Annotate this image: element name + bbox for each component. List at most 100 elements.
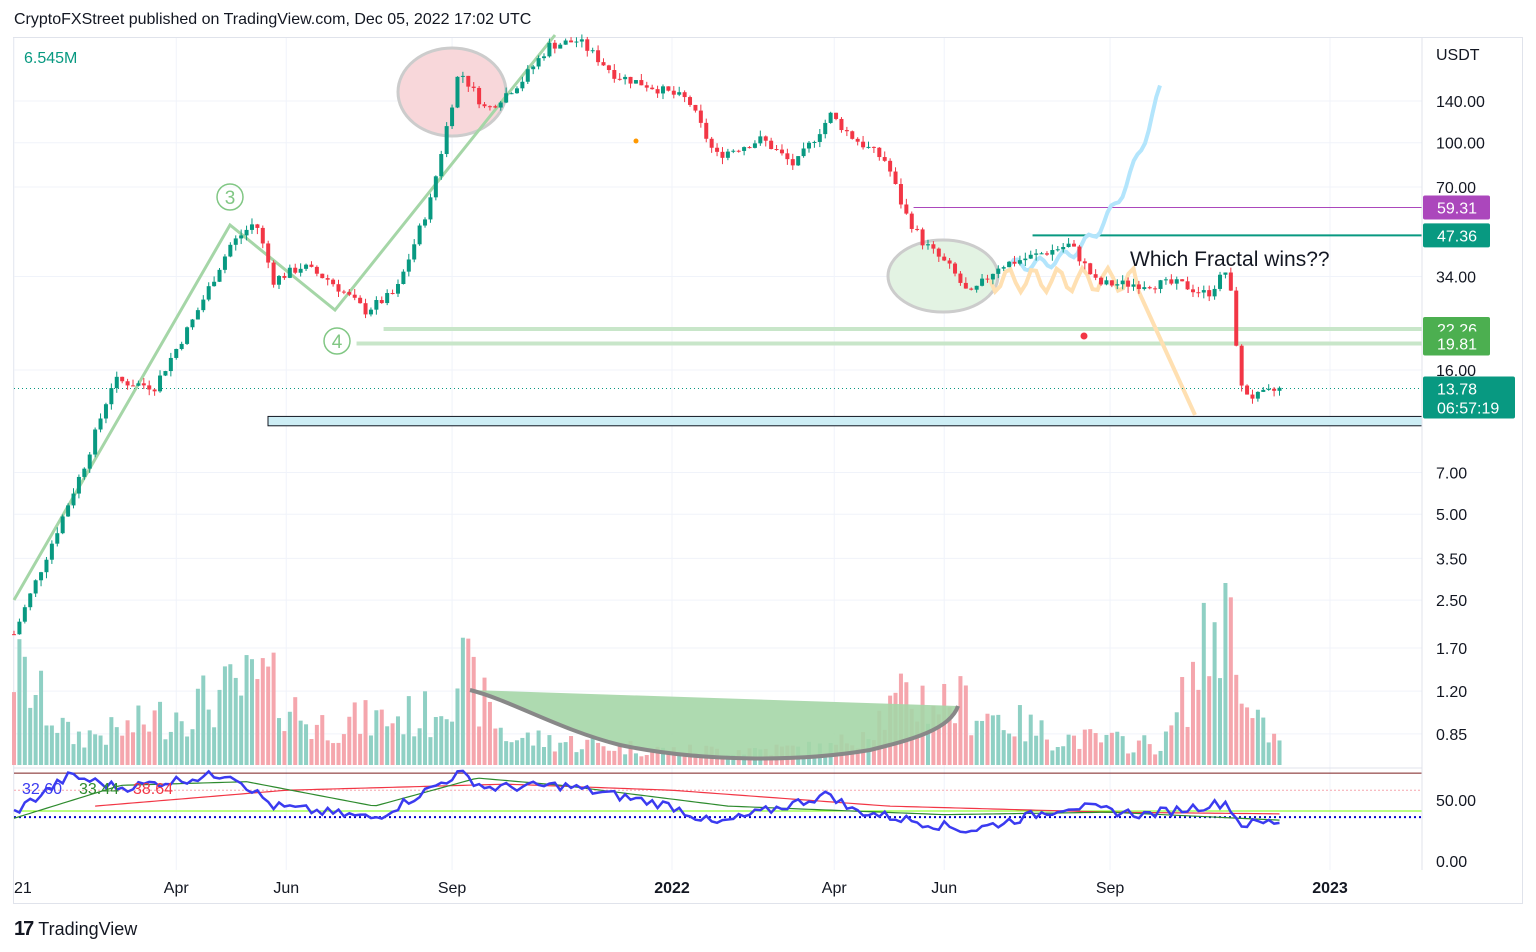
candle xyxy=(212,281,217,287)
candle xyxy=(796,156,801,166)
candle xyxy=(1082,261,1087,264)
volume-bar xyxy=(1044,739,1049,765)
volume-bar xyxy=(682,753,687,765)
volume-bar xyxy=(720,755,725,765)
volume-bar xyxy=(222,666,227,765)
volume-bar xyxy=(1099,742,1104,765)
candle xyxy=(368,309,373,315)
price-label: 47.36 xyxy=(1437,228,1477,245)
rsi-line xyxy=(13,769,1280,834)
candle xyxy=(428,197,433,220)
candle xyxy=(1050,250,1055,255)
candle xyxy=(1120,280,1125,285)
volume-bar xyxy=(82,747,87,765)
candle xyxy=(22,607,27,622)
volume-bar xyxy=(1245,707,1250,765)
candle xyxy=(569,40,574,43)
volume-bar xyxy=(466,638,471,765)
volume-bar xyxy=(212,727,217,765)
candle xyxy=(769,140,774,150)
x-tick-label: 2023 xyxy=(1312,880,1348,897)
candle xyxy=(942,256,947,261)
tradingview-logo-icon: 17 xyxy=(14,918,34,940)
candle xyxy=(720,151,725,158)
volume-bar xyxy=(823,755,828,765)
candle xyxy=(969,288,974,290)
volume-bar xyxy=(953,723,958,765)
volume-bar xyxy=(569,736,574,765)
candle xyxy=(1142,287,1147,290)
candle xyxy=(1255,391,1260,399)
volume-bar xyxy=(1266,742,1271,765)
candle xyxy=(1272,388,1277,391)
volume-bar xyxy=(612,750,617,765)
candle xyxy=(201,299,206,311)
candle xyxy=(347,292,352,295)
candle xyxy=(904,204,909,214)
wave-label-circle xyxy=(323,327,351,355)
chart-frame[interactable] xyxy=(13,37,1523,904)
volume-bar xyxy=(406,696,411,765)
candle xyxy=(590,50,595,52)
candle xyxy=(1115,284,1120,286)
candle xyxy=(163,371,168,376)
candle xyxy=(444,126,449,155)
footer-brand[interactable]: 17 TradingView xyxy=(14,918,137,941)
volume-bar xyxy=(190,729,195,765)
volume-bar xyxy=(433,717,438,765)
price-label-bg xyxy=(1423,223,1490,248)
candle xyxy=(801,148,806,157)
candle xyxy=(320,273,325,279)
volume-bar xyxy=(320,715,325,765)
volume-bar xyxy=(1136,740,1141,765)
candle xyxy=(871,146,876,148)
candle xyxy=(1044,253,1049,255)
candle xyxy=(304,264,309,269)
candle xyxy=(736,150,741,152)
volume-bar xyxy=(1109,732,1114,765)
candle xyxy=(1180,279,1185,282)
candle xyxy=(888,160,893,172)
candle xyxy=(66,505,71,517)
volume-bar xyxy=(655,746,660,765)
candle xyxy=(49,543,54,560)
volume-bar xyxy=(1277,740,1282,765)
volume-bar xyxy=(217,689,222,765)
volume-bar xyxy=(915,721,920,765)
candle xyxy=(222,256,227,270)
volume-bar xyxy=(660,747,665,765)
candle xyxy=(136,383,141,386)
volume-bar xyxy=(1061,746,1066,765)
volume-bar xyxy=(1234,674,1239,765)
candle xyxy=(1066,243,1071,248)
y-tick-label: 34.00 xyxy=(1436,269,1476,286)
candle xyxy=(98,418,103,430)
candle xyxy=(525,69,530,82)
candle xyxy=(1109,280,1114,286)
candle xyxy=(574,41,579,43)
volume-bar xyxy=(871,740,876,765)
candle xyxy=(996,268,1001,274)
candle xyxy=(477,87,482,105)
volume-bar xyxy=(450,721,455,765)
volume-bar xyxy=(287,711,292,765)
candle xyxy=(958,273,963,283)
volume-bar xyxy=(1001,730,1006,765)
volume-bar xyxy=(174,712,179,765)
volume-bar xyxy=(309,739,314,765)
candle xyxy=(423,219,428,226)
y-tick-label: 5.00 xyxy=(1436,507,1467,524)
candle xyxy=(455,76,460,108)
volume-bar xyxy=(1023,741,1028,765)
candle xyxy=(763,136,768,141)
volume-bar xyxy=(471,656,476,765)
candle xyxy=(650,87,655,90)
last-price-label-bg xyxy=(1423,376,1515,419)
candle xyxy=(282,275,287,278)
candle xyxy=(44,559,49,573)
volume-bar xyxy=(1261,717,1266,765)
candle xyxy=(439,154,444,177)
candle xyxy=(55,533,60,544)
candle xyxy=(331,279,336,285)
